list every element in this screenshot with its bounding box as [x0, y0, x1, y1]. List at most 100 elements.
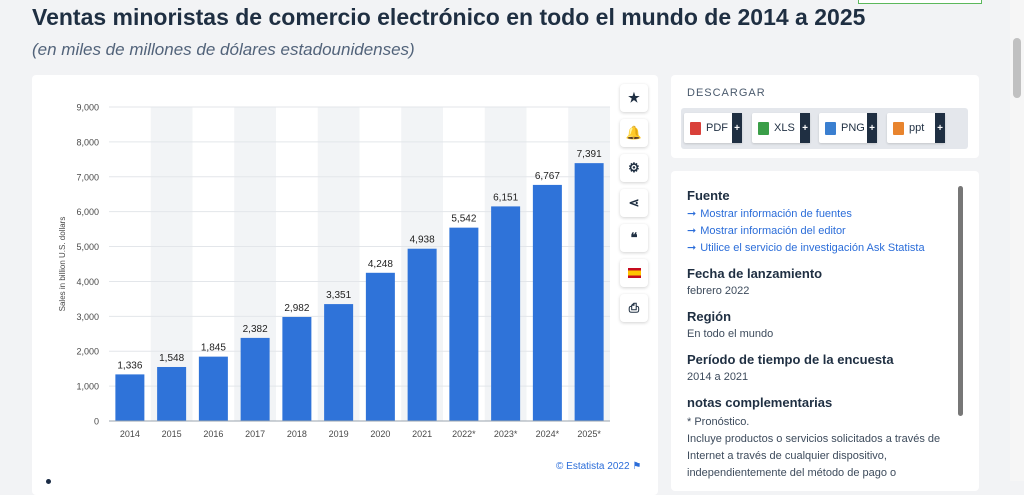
bar: [491, 206, 521, 421]
notes-heading: notas complementarias: [687, 395, 833, 410]
release-value: febrero 2022: [687, 285, 750, 297]
arrow-right-icon: ➞: [687, 242, 697, 254]
notes-line: independientemente del método de pago o: [687, 467, 897, 479]
print-icon: ⎙: [628, 300, 640, 315]
region-heading: Región: [687, 309, 732, 324]
bar: [407, 248, 437, 421]
notes-line: * Pronóstico.: [687, 416, 750, 428]
link-label: Utilice el servicio de investigación Ask…: [700, 242, 925, 254]
y-tick-label: 7,000: [76, 172, 99, 182]
y-tick-label: 6,000: [76, 207, 99, 217]
page-title: Ventas minoristas de comercio electrónic…: [32, 4, 866, 30]
pdf-file-icon: [690, 121, 701, 135]
bell-button[interactable]: 🔔: [620, 119, 648, 147]
plus-icon[interactable]: +: [867, 113, 877, 143]
info-card: Fuente ➞ Mostrar información de fuentes ➞…: [671, 171, 979, 491]
link-source-info[interactable]: ➞ Mostrar información de fuentes: [687, 207, 957, 220]
chart-card: 0 1,000 2,000 3,000 4,000 5,000 6,000 7,000 8,00…: [32, 75, 658, 495]
y-tick-label: 5,000: [76, 242, 99, 252]
data-label: 4,248: [368, 259, 393, 270]
download-card: DESCARGAR PDF + XLS + PNG + ppt +: [671, 75, 979, 158]
flag-icon: ⚑: [632, 461, 642, 472]
x-tick-label: 2024*: [536, 429, 560, 439]
page-scrollbar-track[interactable]: [1010, 0, 1024, 481]
bar: [282, 316, 312, 421]
data-label: 2,982: [284, 303, 309, 314]
data-label: 3,351: [326, 290, 351, 301]
copyright-text: © Estatista 2022: [556, 461, 630, 472]
page-subtitle: (en miles de millones de dólares estadou…: [32, 40, 415, 59]
plus-icon[interactable]: +: [732, 113, 742, 143]
print-button[interactable]: ⎙: [620, 294, 648, 322]
copyright-link[interactable]: © Estatista 2022 ⚑: [556, 461, 641, 472]
data-label: 2,382: [243, 324, 268, 335]
data-label: 1,336: [117, 360, 142, 371]
x-tick-label: 2014: [120, 429, 140, 439]
flag-spain-icon: [627, 268, 641, 278]
y-tick-label: 8,000: [76, 137, 99, 147]
x-tick-label: 2016: [203, 429, 223, 439]
y-tick-label: 1,000: [76, 382, 99, 392]
data-label: 6,767: [535, 171, 560, 182]
decor-dot: [46, 479, 51, 484]
quote-button[interactable]: ❝: [620, 224, 648, 252]
top-button-edge[interactable]: [858, 0, 982, 4]
share-button[interactable]: ⋖: [620, 189, 648, 217]
link-research-service[interactable]: ➞ Utilice el servicio de investigación As…: [687, 241, 957, 254]
x-tick-label: 2025*: [577, 429, 601, 439]
chart-toolbar: ★ 🔔 ⚙ ⋖ ❝ ⎙: [620, 84, 648, 329]
download-label: PNG: [841, 122, 865, 134]
y-tick-label: 0: [94, 417, 99, 427]
download-bar: PDF + XLS + PNG + ppt +: [681, 108, 968, 149]
data-label: 4,938: [410, 235, 435, 246]
arrow-right-icon: ➞: [687, 208, 697, 220]
share-icon: ⋖: [628, 195, 640, 210]
data-label: 1,845: [201, 343, 226, 354]
bar: [198, 356, 228, 421]
bar: [157, 366, 187, 421]
download-title: DESCARGAR: [687, 87, 766, 99]
data-label: 6,151: [493, 192, 518, 203]
bar: [532, 184, 562, 421]
plus-icon[interactable]: +: [935, 113, 945, 143]
data-label: 5,542: [451, 214, 476, 225]
bar-chart: 0 1,000 2,000 3,000 4,000 5,000 6,000 7,000 8,00…: [58, 103, 610, 439]
notes-line: Incluye productos o servicios solicitado…: [687, 433, 941, 445]
link-publisher-info[interactable]: ➞ Mostrar información del editor: [687, 224, 957, 237]
info-scrollbar[interactable]: [958, 186, 963, 416]
x-tick-label: 2023*: [494, 429, 518, 439]
period-value: 2014 a 2021: [687, 371, 749, 383]
flag-spain-button[interactable]: [620, 259, 648, 287]
download-png-button[interactable]: PNG +: [819, 113, 877, 143]
x-tick-label: 2021: [412, 429, 432, 439]
ppt-file-icon: [893, 121, 904, 135]
y-axis-label: Sales in billion U.S. dollars: [58, 217, 67, 312]
download-xls-button[interactable]: XLS +: [752, 113, 810, 143]
gear-icon: ⚙: [628, 160, 640, 175]
y-tick-label: 9,000: [76, 103, 99, 113]
notes-line: Internet a través de cualquier dispositi…: [687, 450, 887, 462]
data-label: 7,391: [577, 149, 602, 160]
xls-file-icon: [758, 121, 769, 135]
data-label: 1,548: [159, 353, 184, 364]
y-tick-label: 2,000: [76, 347, 99, 357]
y-tick-label: 3,000: [76, 312, 99, 322]
download-label: PDF: [706, 122, 728, 134]
star-button[interactable]: ★: [620, 84, 648, 112]
plus-icon[interactable]: +: [800, 113, 810, 143]
region-value: En todo el mundo: [687, 328, 774, 340]
x-tick-label: 2015: [162, 429, 182, 439]
arrow-right-icon: ➞: [687, 225, 697, 237]
x-tick-label: 2022*: [452, 429, 476, 439]
bar: [365, 272, 395, 421]
x-tick-label: 2017: [245, 429, 265, 439]
link-label: Mostrar información de fuentes: [700, 208, 852, 220]
page-scrollbar-thumb[interactable]: [1013, 38, 1021, 98]
png-file-icon: [825, 121, 836, 135]
star-icon: ★: [628, 90, 640, 105]
gear-button[interactable]: ⚙: [620, 154, 648, 182]
download-pdf-button[interactable]: PDF +: [684, 113, 742, 143]
download-label: ppt: [909, 122, 925, 134]
download-ppt-button[interactable]: ppt +: [887, 113, 945, 143]
bar: [240, 337, 270, 421]
